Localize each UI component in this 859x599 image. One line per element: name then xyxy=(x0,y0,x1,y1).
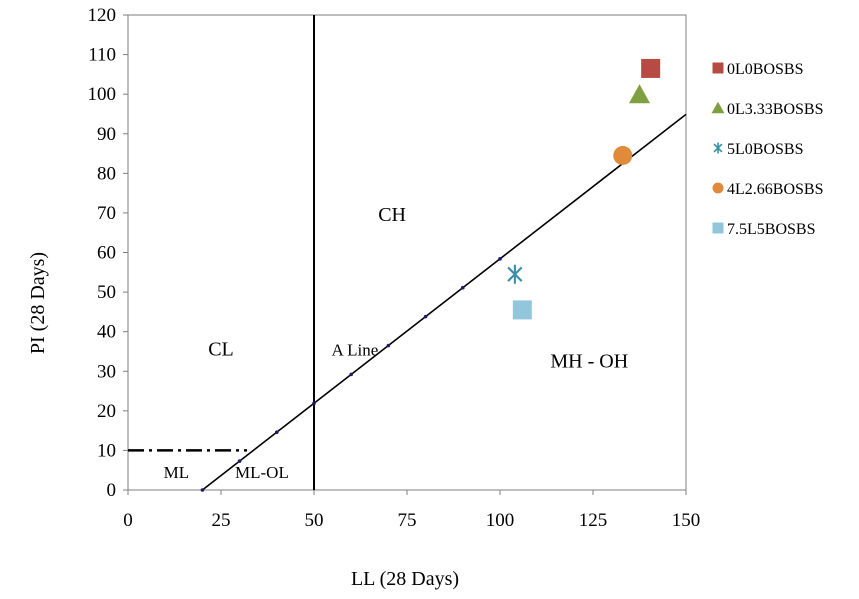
data-point-0l3-33bosbs xyxy=(629,84,650,104)
y-tick-label: 60 xyxy=(97,243,116,264)
reference-lines xyxy=(128,15,687,492)
data-point-5l0bosbs xyxy=(507,264,523,284)
a-line-point xyxy=(200,488,205,492)
legend-label: 4L2.66BOSBS xyxy=(727,181,823,198)
legend-marker-0l3-33bosbs xyxy=(711,101,725,114)
y-tick-label: 90 xyxy=(97,124,116,145)
y-tick-label: 10 xyxy=(97,440,116,461)
region-label-ml: ML xyxy=(164,463,190,482)
legend-label: 7.5L5BOSBS xyxy=(727,221,815,238)
legend-marker-4l2-66bosbs xyxy=(712,182,724,194)
legend-label: 0L3.33BOSBS xyxy=(727,101,823,118)
a-line-point xyxy=(312,401,316,406)
y-tick-label: 110 xyxy=(88,45,116,66)
legend-label: 0L0BOSBS xyxy=(727,61,803,78)
legend-label: 5L0BOSBS xyxy=(727,141,803,158)
a-line-point xyxy=(275,430,279,435)
a-line-point xyxy=(498,257,502,261)
region-label-a-line: A Line xyxy=(332,340,379,359)
y-tick-label: 100 xyxy=(88,84,117,105)
y-tick-label: 20 xyxy=(97,401,116,422)
region-label-ch: CH xyxy=(378,204,406,226)
plot-frame xyxy=(127,14,687,491)
a-line xyxy=(201,113,687,491)
region-label-cl: CL xyxy=(208,338,234,360)
y-tick-label: 30 xyxy=(97,361,116,382)
legend-marker-5l0bosbs xyxy=(713,142,723,154)
y-tick-label: 70 xyxy=(97,203,116,224)
data-point-0l0bosbs xyxy=(641,58,661,78)
a-line-point xyxy=(237,459,242,463)
x-tick-label: 75 xyxy=(398,510,417,531)
y-tick-label: 50 xyxy=(97,282,116,303)
legend-marker-7-5l5bosbs xyxy=(712,222,724,234)
legend-marker-0l0bosbs xyxy=(712,62,724,74)
y-tick-label: 0 xyxy=(107,480,117,501)
a-line-point xyxy=(349,372,354,377)
y-tick-label: 80 xyxy=(97,163,116,184)
x-axis-ticks: 0 25 50 75 100 125 150 xyxy=(123,490,700,531)
data-point-7-5l5bosbs xyxy=(512,300,532,320)
legend: 0L0BOSBS 0L3.33BOSBS 5L0BOSBS 4L2.66BOSBS 7.… xyxy=(711,61,823,238)
data-markers xyxy=(507,58,661,320)
x-tick-label: 25 xyxy=(212,510,231,531)
x-tick-label: 125 xyxy=(579,510,608,531)
plot-area xyxy=(127,14,687,491)
x-tick-label: 0 xyxy=(123,510,133,531)
y-tick-label: 40 xyxy=(97,322,116,343)
a-line-point xyxy=(386,343,391,348)
x-tick-label: 150 xyxy=(672,510,701,531)
y-axis-ticks: 0 10 20 30 40 50 60 70 80 90 100 110 120 xyxy=(88,5,128,501)
a-line-point xyxy=(461,285,465,290)
y-axis-title: PI (28 Days) xyxy=(27,252,49,354)
x-axis-title: LL (28 Days) xyxy=(351,568,459,590)
region-label-ml-ol: ML-OL xyxy=(235,463,289,482)
data-point-4l2-66bosbs xyxy=(613,146,633,166)
a-line-point xyxy=(423,314,428,319)
region-label-mh-oh: MH - OH xyxy=(550,350,628,372)
x-tick-label: 100 xyxy=(486,510,515,531)
y-tick-label: 120 xyxy=(88,5,117,26)
region-labels: CH CL A Line MH - OH ML ML-OL xyxy=(164,204,629,482)
x-tick-label: 50 xyxy=(305,510,324,531)
